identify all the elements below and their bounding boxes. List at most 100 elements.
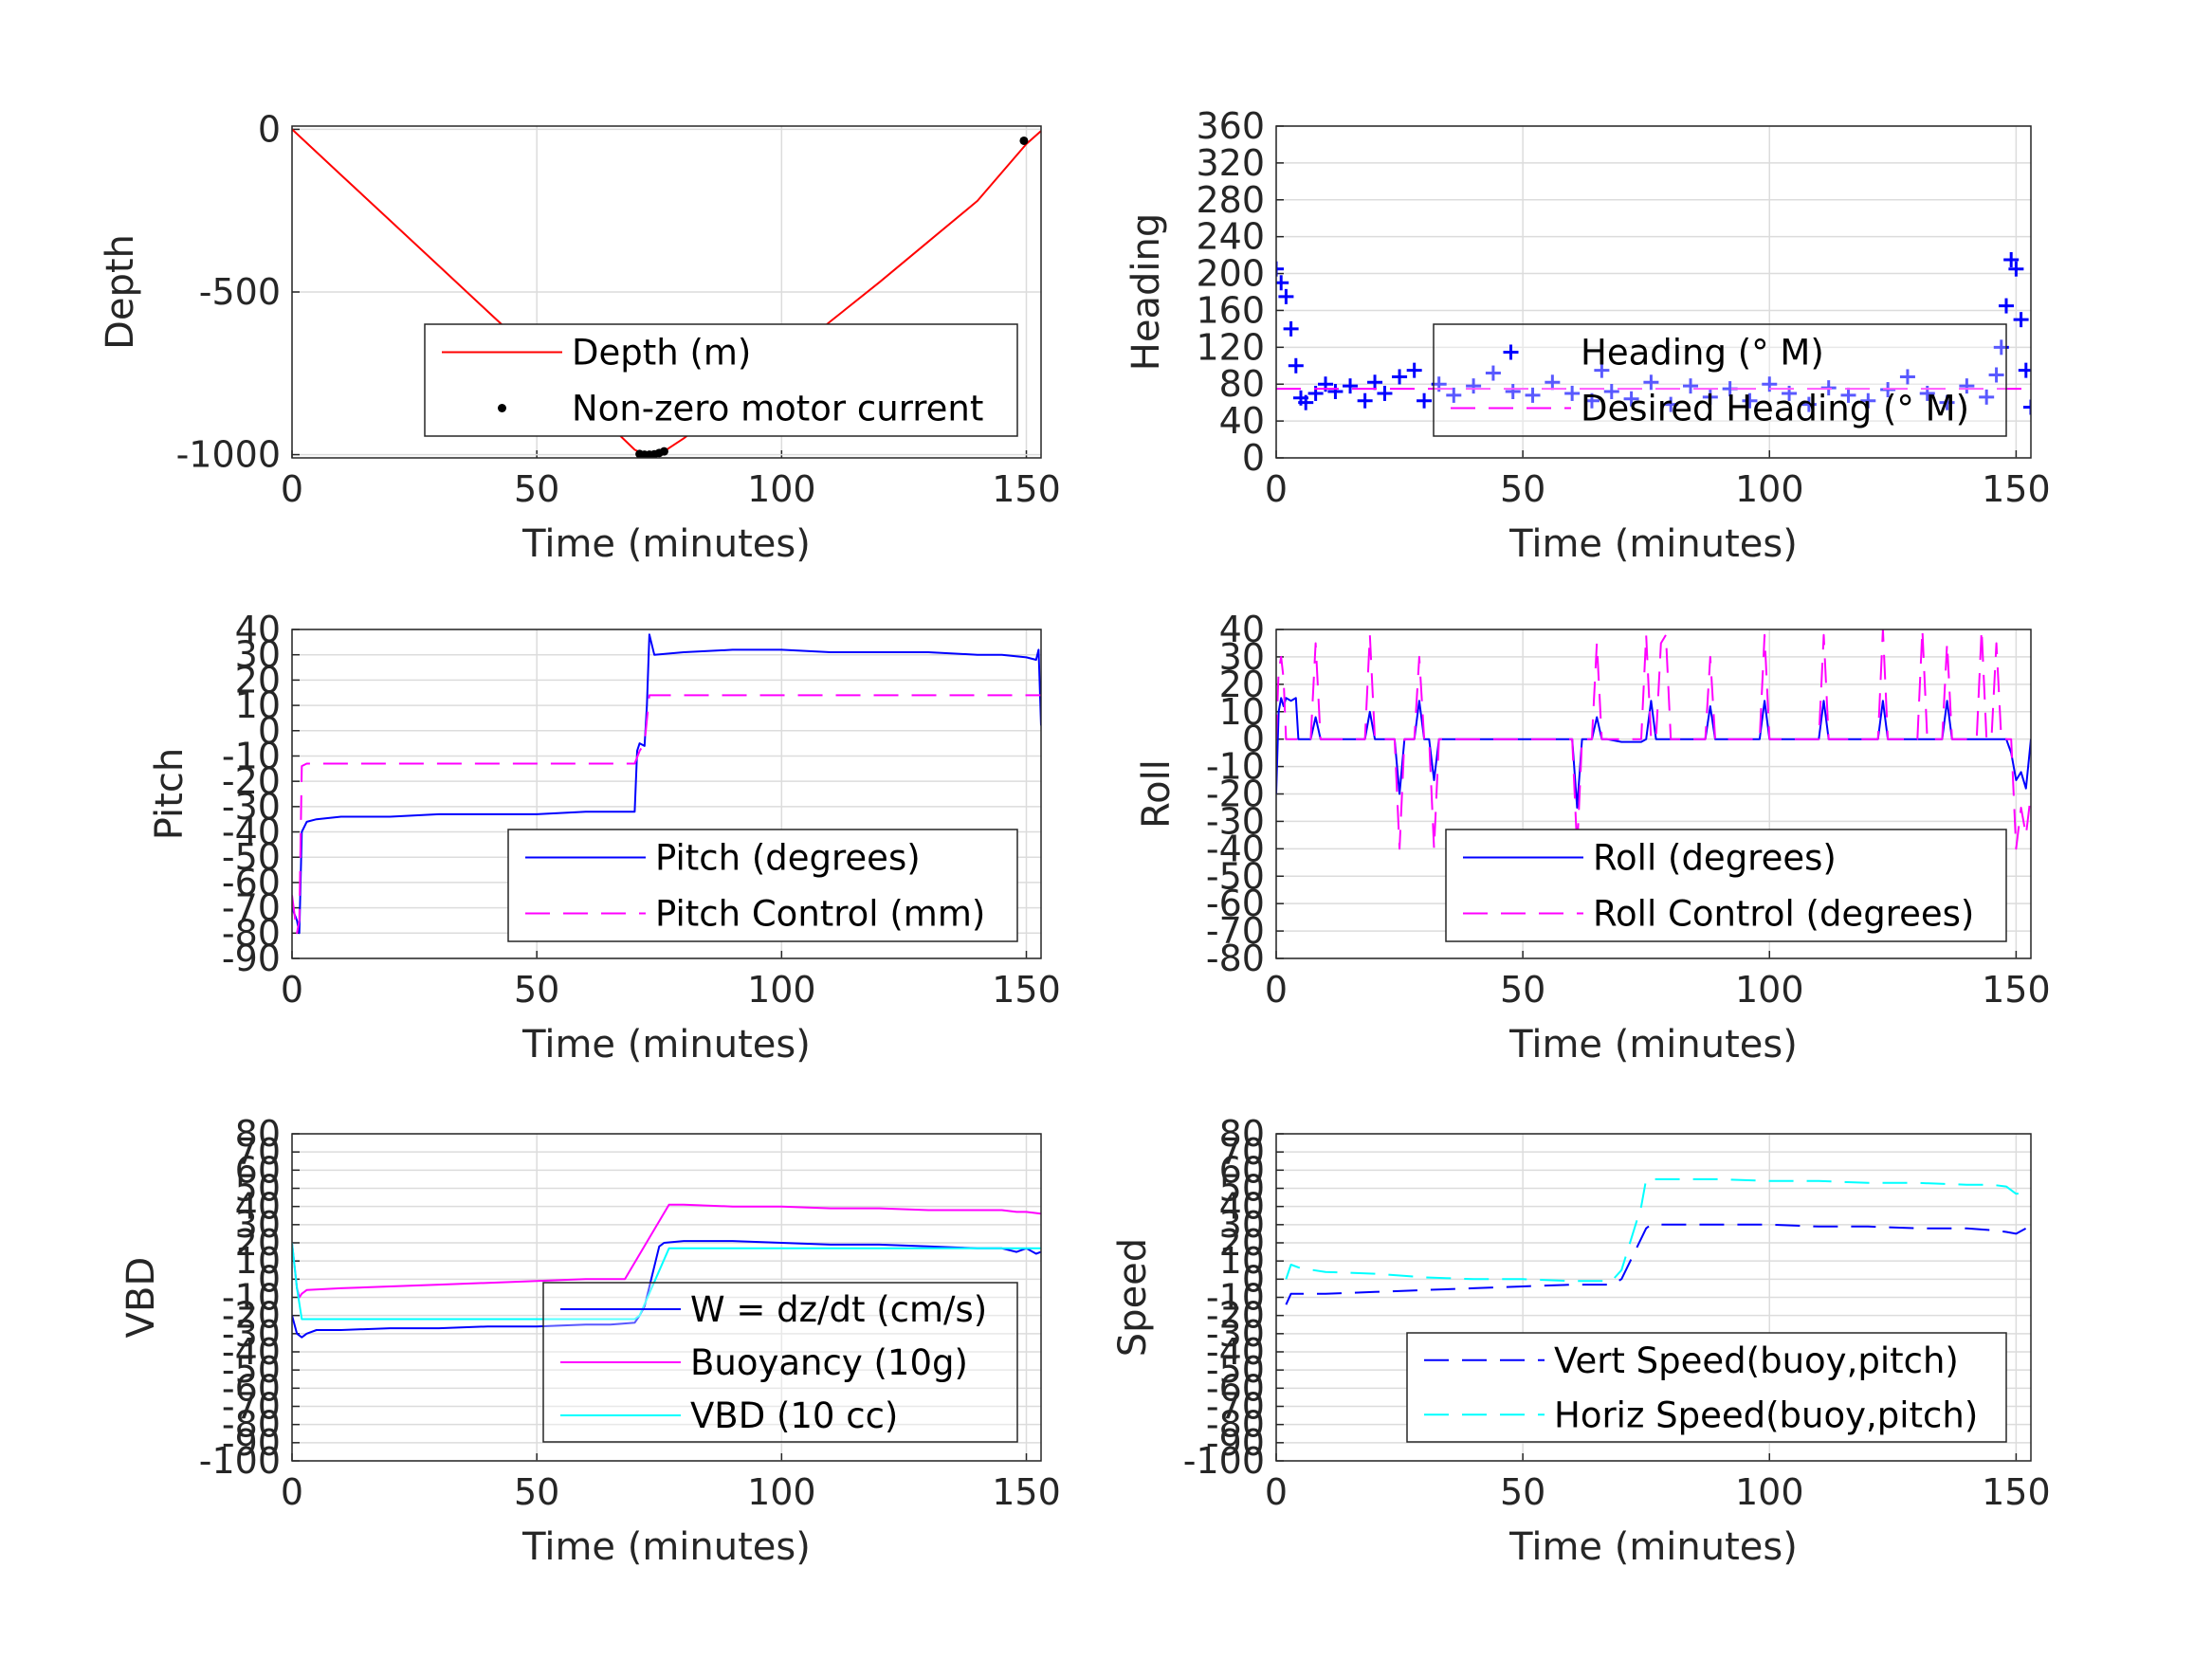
y-tick-label: -100 [1183, 1440, 1265, 1482]
legend-box [1406, 1332, 2007, 1443]
data-point [1357, 392, 1373, 409]
x-tick-label: 50 [1500, 468, 1545, 510]
y-tick-label: 10 [1219, 691, 1265, 733]
legend-label: Roll Control (degrees) [1593, 894, 1974, 935]
data-point [2018, 362, 2031, 378]
y-tick-label: 240 [1196, 216, 1265, 258]
y-tick-label: -80 [1206, 938, 1265, 979]
y-tick-label: 40 [235, 609, 281, 650]
y-axis-label: VBD [119, 1257, 163, 1339]
y-tick-label: -70 [222, 887, 281, 929]
legend-entry: Desired Heading (° M) [1451, 389, 1969, 429]
x-tick-label: 50 [1500, 969, 1545, 1011]
legend: Pitch (degrees) Pitch Control (mm) [507, 829, 1018, 942]
axes-frame [1275, 1133, 2032, 1462]
y-tick-label: -20 [1206, 774, 1265, 815]
x-tick-label: 0 [281, 1471, 303, 1513]
y-tick-label: -70 [1206, 910, 1265, 952]
data-point [1959, 378, 1975, 394]
axes-frame [291, 125, 1042, 459]
y-tick-label: 40 [1219, 609, 1265, 650]
y-axis-label: Heading [1124, 213, 1168, 371]
data-point [1283, 320, 1299, 337]
y-tick-label: 70 [235, 1131, 281, 1173]
y-tick-label: 0 [1242, 437, 1265, 479]
legend-entry: W = dz/dt (cm/s) [560, 1289, 987, 1330]
y-tick-label: -50 [222, 1349, 281, 1391]
legend-entry: Pitch (degrees) [525, 838, 921, 879]
legend-entry: Depth (m) [442, 333, 751, 374]
y-tick-label: 20 [235, 1222, 281, 1264]
y-tick-label: -10 [1206, 746, 1265, 788]
y-tick-label: -30 [1206, 1313, 1265, 1355]
y-tick-label: 0 [258, 108, 281, 150]
legend-entry: VBD (10 cc) [560, 1395, 898, 1436]
series-line-1 [292, 633, 1041, 935]
x-tick-label: 100 [747, 468, 816, 510]
y-tick-label: 40 [1219, 400, 1265, 442]
y-tick-label: 10 [1219, 1240, 1265, 1282]
y-tick-label: 30 [235, 634, 281, 676]
data-point [1343, 378, 1359, 394]
y-tick-label: -60 [222, 862, 281, 903]
y-tick-label: -40 [1206, 1331, 1265, 1373]
axes-frame [291, 1133, 1042, 1462]
data-point [1583, 392, 1600, 409]
y-tick-label: 280 [1196, 179, 1265, 221]
x-tick-label: 50 [1500, 1471, 1545, 1513]
legend-label: Vert Speed(buoy,pitch) [1554, 1340, 1959, 1381]
subplot-6: 0 50 100 15080706050403020100-10-20-30-40-5… [1111, 1113, 2051, 1569]
y-tick-label: 0 [1242, 719, 1265, 760]
data-point [2023, 399, 2031, 415]
data-point [659, 447, 668, 456]
y-tick-label: -10 [222, 735, 281, 776]
y-tick-label: -90 [222, 1422, 281, 1464]
x-tick-label: 100 [747, 1471, 816, 1513]
legend-entry: Horiz Speed(buoy,pitch) [1424, 1395, 1978, 1435]
legend-label: VBD (10 cc) [690, 1395, 898, 1436]
data-point [1327, 384, 1344, 399]
plot-area [1276, 126, 2031, 458]
x-tick-label: 100 [1735, 1471, 1804, 1513]
y-tick-label: 50 [235, 1168, 281, 1210]
y-tick-label: 10 [235, 684, 281, 726]
x-tick-label: 0 [281, 468, 303, 510]
data-point [1525, 387, 1541, 403]
x-tick-label: 150 [992, 1471, 1061, 1513]
series-group [292, 633, 1041, 935]
data-point [1298, 394, 1314, 410]
data-point [1998, 298, 2014, 314]
y-tick-label: -100 [199, 1440, 281, 1482]
data-point [1276, 261, 1284, 277]
y-tick-label: -60 [222, 1367, 281, 1409]
series-group [292, 1203, 1041, 1339]
series-line-2 [292, 1203, 1041, 1299]
data-point [1979, 389, 1995, 405]
y-tick-label: -20 [1206, 1295, 1265, 1337]
data-point [1939, 394, 1955, 410]
x-axis-label: Time (minutes) [521, 1023, 811, 1066]
y-tick-label: 200 [1196, 253, 1265, 295]
series-line-2 [1285, 1177, 2031, 1283]
series-line-1 [1285, 1223, 2031, 1305]
legend-entry: Heading (° M) [1503, 333, 1824, 374]
data-point [1801, 396, 1817, 412]
x-axis-label: Time (minutes) [1508, 522, 1798, 566]
y-tick-label: -40 [1206, 828, 1265, 869]
data-point [1278, 288, 1294, 304]
data-point [1485, 365, 1501, 381]
x-tick-label: 50 [514, 969, 559, 1011]
y-axis-label: Roll [1135, 759, 1179, 829]
y-tick-label: 30 [1219, 1204, 1265, 1246]
legend: Vert Speed(buoy,pitch) Horiz Speed(buoy,p… [1406, 1332, 2007, 1443]
y-tick-label: 30 [1219, 636, 1265, 678]
data-point [1417, 392, 1433, 409]
y-tick-label: 120 [1196, 326, 1265, 368]
data-point [1663, 396, 1679, 412]
y-tick-label: -80 [222, 1404, 281, 1446]
y-tick-label: 60 [235, 1149, 281, 1191]
y-tick-label: -70 [222, 1386, 281, 1428]
legend-entry: Pitch Control (mm) [525, 894, 985, 935]
y-tick-label: -30 [222, 1313, 281, 1355]
y-tick-label: -50 [1206, 1349, 1265, 1391]
